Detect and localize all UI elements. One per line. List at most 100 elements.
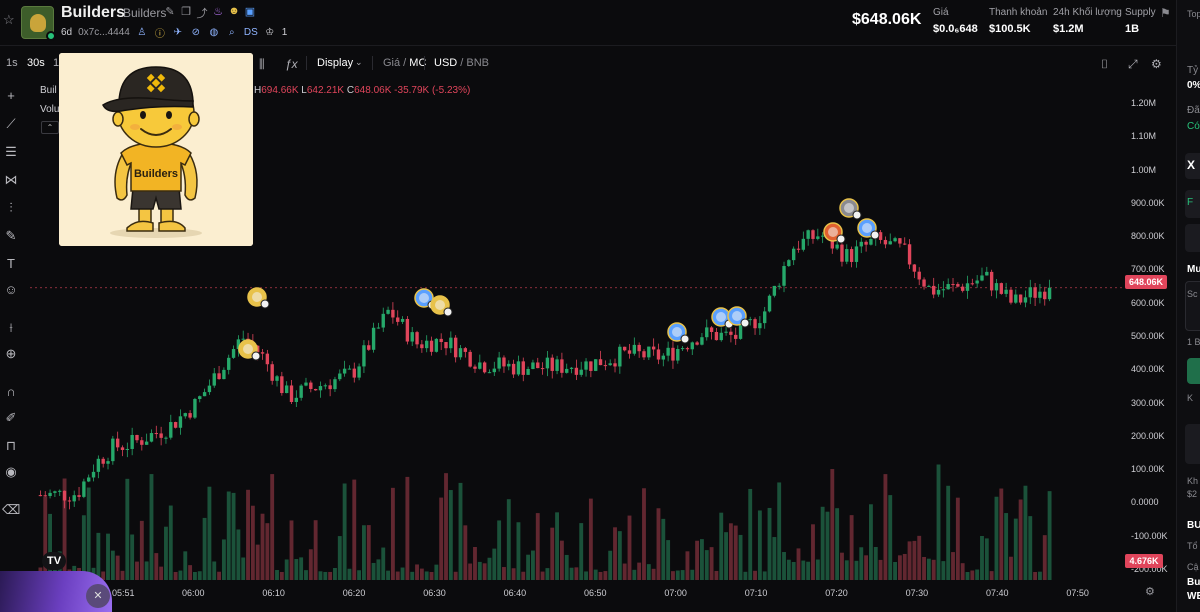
candle-body (685, 348, 690, 350)
volume-bar (1037, 571, 1042, 580)
emoji-icon[interactable]: ☺ (4, 282, 18, 297)
candle-body (173, 422, 178, 428)
lock-drawing-icon[interactable]: ✐ (5, 410, 17, 425)
lock-icon[interactable]: ⊓ (5, 438, 17, 453)
volume-bar (574, 567, 579, 580)
price-chart[interactable] (30, 80, 1125, 580)
candle-body (589, 361, 593, 371)
candle-body (43, 495, 47, 497)
globe-icon[interactable]: ◍ (209, 27, 219, 38)
ohlc-values: H694.66K L642.21K C648.06K -35.79K (-5.2… (254, 85, 471, 96)
volume-bar (366, 525, 371, 580)
volume-bar (704, 550, 709, 580)
candle-body (217, 373, 221, 380)
user-icon[interactable]: ♙ (137, 27, 147, 38)
panel-text-update: Cậ (1187, 562, 1199, 572)
copy-icon[interactable]: ❐ (181, 6, 191, 18)
pattern-icon[interactable]: ⋈ (4, 172, 18, 187)
candle-body (400, 318, 405, 322)
panel-small-k[interactable]: K (1187, 393, 1194, 403)
ruler-icon[interactable]: ⟊ (9, 320, 13, 335)
trendline-icon[interactable]: ⟋ (6, 116, 16, 131)
token-age: 6d (61, 27, 73, 38)
edit-icon[interactable]: ✎ (165, 6, 175, 18)
fib-icon[interactable]: ⫶ (9, 200, 13, 215)
dexscreener-link[interactable]: DS (243, 27, 258, 38)
candle-body (888, 241, 892, 245)
link-icon[interactable]: ⊘ (191, 27, 201, 38)
eye-icon[interactable]: ◉ (5, 464, 17, 479)
magnet-icon[interactable]: ∩ (6, 384, 16, 399)
share-icon[interactable]: ⤴ (196, 8, 208, 20)
candle-body (608, 363, 612, 366)
volume-bar (110, 550, 115, 580)
interval-30s[interactable]: 30s (27, 57, 45, 69)
toggle-currency[interactable]: USD / BNB (434, 57, 490, 69)
candle-body (748, 319, 752, 321)
toggle-price[interactable]: Giá / MC (383, 57, 427, 69)
volume-bar (400, 567, 405, 580)
volume-bar (975, 569, 980, 580)
candle-body (53, 491, 57, 493)
camera-icon[interactable]: ⌷ (1101, 57, 1109, 71)
candle-body (236, 339, 241, 350)
tradingview-logo[interactable]: TV (42, 552, 66, 570)
candle-body (420, 344, 424, 349)
volume-bar (212, 561, 217, 580)
candle-body (149, 433, 154, 442)
volume-bar (448, 490, 453, 580)
current-price-label: 648.06K (1125, 275, 1167, 289)
horizontal-lines-icon[interactable]: ☰ (5, 144, 17, 159)
settings-icon[interactable]: ⚙ (1151, 57, 1162, 71)
x-tick-label: 06:20 (342, 588, 366, 598)
volume-bar (675, 570, 680, 580)
chevron-down-icon[interactable]: ⌄ (355, 57, 363, 67)
y-tick-label: 800.00K (1131, 231, 1165, 242)
candle-body (333, 379, 337, 390)
candle-body (294, 397, 299, 403)
text-icon[interactable]: T (7, 256, 15, 271)
axis-settings-icon[interactable]: ⚙ (1145, 586, 1155, 598)
candle-body (806, 230, 810, 239)
pin-icon[interactable]: ⚑ (1160, 6, 1171, 20)
favorite-star-icon[interactable]: ☆ (3, 12, 15, 27)
interval-1s[interactable]: 1s (6, 57, 18, 69)
zoom-in-icon[interactable]: ⊕ (5, 346, 17, 361)
volume-bar (410, 571, 415, 580)
candle-body (120, 447, 125, 450)
candle-body (700, 337, 704, 345)
close-icon[interactable]: ✕ (86, 584, 110, 608)
volume-bar (361, 525, 366, 580)
candle-body (434, 338, 439, 352)
x-tick-label: 07:40 (986, 588, 1009, 598)
brush-icon[interactable]: ✎ (5, 228, 17, 243)
telegram-icon[interactable]: ✈ (173, 27, 183, 38)
indicators-icon[interactable]: ⫼ (259, 57, 265, 71)
display-dropdown[interactable]: Display (317, 57, 354, 69)
volume-bar (526, 554, 531, 580)
candle-body (111, 438, 115, 462)
trash-icon[interactable]: ⌫ (2, 502, 21, 517)
candle-body (970, 283, 975, 285)
candle-body (284, 385, 289, 394)
interval-1m[interactable]: 1 (53, 57, 60, 69)
volume-bar (955, 497, 960, 580)
crosshair-icon[interactable]: + (7, 88, 15, 103)
candle-body (1028, 287, 1032, 298)
volume-bar (868, 504, 873, 580)
candle-body (521, 361, 525, 375)
trade-marker-avatar (430, 295, 453, 317)
volume-bar (115, 555, 120, 580)
volume-bar (912, 540, 917, 580)
candle-body (222, 369, 226, 380)
volume-bar (579, 523, 584, 580)
fullscreen-icon[interactable]: ⤢ (1128, 57, 1138, 71)
search-icon[interactable]: ⌕ (229, 27, 235, 38)
volume-bar (782, 552, 786, 580)
y-tick-label: 100.00K (1131, 464, 1165, 475)
collapse-legend-button[interactable]: ⌃ (41, 121, 59, 134)
volume-bar (960, 563, 965, 580)
token-address[interactable]: 0x7c...4444 (78, 27, 130, 38)
fx-icon[interactable]: ƒx (285, 57, 298, 71)
